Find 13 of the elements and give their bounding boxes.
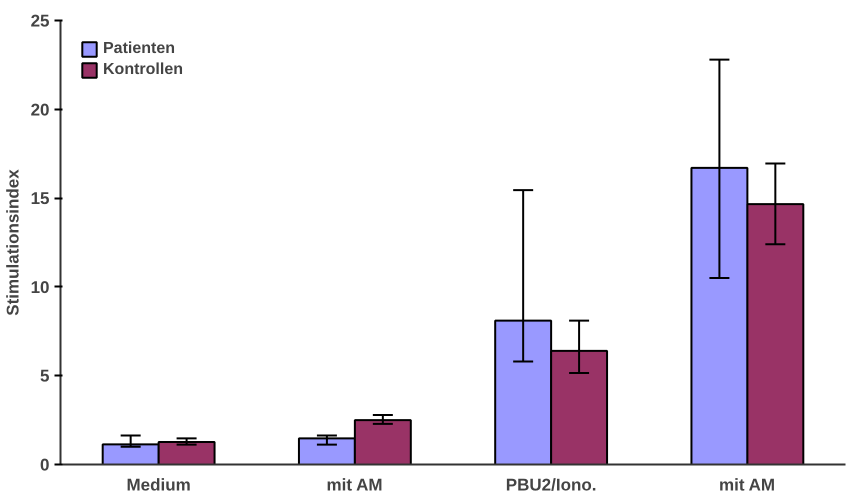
- y-axis-title: Stimulationsindex: [4, 168, 23, 316]
- y-tick-label: 20: [30, 100, 50, 120]
- legend-label: Kontrollen: [103, 61, 183, 79]
- y-tick-label: 25: [30, 12, 50, 30]
- y-tick-label: 15: [30, 189, 50, 208]
- x-tick-label: mit AM: [719, 476, 776, 494]
- y-tick-label: 0: [40, 456, 50, 474]
- x-tick-label: PBU2/Iono.: [506, 476, 596, 494]
- y-tick-label: 10: [30, 278, 50, 297]
- legend-label: Patienten: [103, 40, 176, 58]
- x-tick-label: Medium: [126, 476, 191, 494]
- y-tick-label: 5: [40, 366, 50, 386]
- x-tick-label: mit AM: [326, 476, 383, 494]
